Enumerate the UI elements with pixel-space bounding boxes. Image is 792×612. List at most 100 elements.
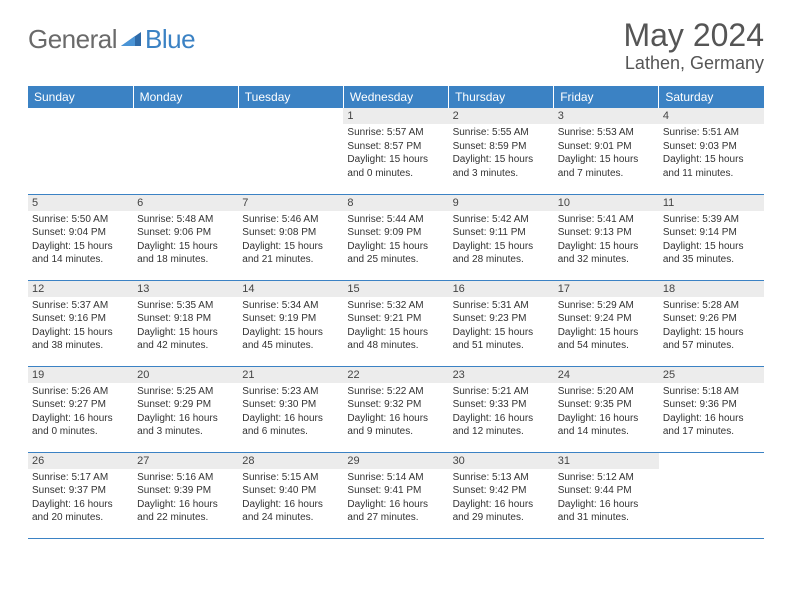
day-info: Sunrise: 5:31 AMSunset: 9:23 PMDaylight:… — [453, 299, 550, 353]
daylight-text: Daylight: 16 hours and 24 minutes. — [242, 498, 339, 525]
day-info: Sunrise: 5:22 AMSunset: 9:32 PMDaylight:… — [347, 385, 444, 439]
calendar-cell: 4Sunrise: 5:51 AMSunset: 9:03 PMDaylight… — [659, 108, 764, 194]
title-block: May 2024 Lathen, Germany — [623, 18, 764, 74]
daylight-text: Daylight: 15 hours and 32 minutes. — [558, 240, 655, 267]
calendar-cell — [133, 108, 238, 194]
sunset-text: Sunset: 9:26 PM — [663, 312, 760, 326]
calendar-cell: 30Sunrise: 5:13 AMSunset: 9:42 PMDayligh… — [449, 452, 554, 538]
day-header: Thursday — [449, 86, 554, 108]
day-number: 12 — [28, 281, 133, 297]
day-header: Wednesday — [343, 86, 448, 108]
sunset-text: Sunset: 9:41 PM — [347, 484, 444, 498]
sunrise-text: Sunrise: 5:39 AM — [663, 213, 760, 227]
daylight-text: Daylight: 16 hours and 14 minutes. — [558, 412, 655, 439]
sunrise-text: Sunrise: 5:53 AM — [558, 126, 655, 140]
daylight-text: Daylight: 16 hours and 6 minutes. — [242, 412, 339, 439]
day-number: 19 — [28, 367, 133, 383]
calendar-cell: 14Sunrise: 5:34 AMSunset: 9:19 PMDayligh… — [238, 280, 343, 366]
day-number: 29 — [343, 453, 448, 469]
calendar-cell — [28, 108, 133, 194]
day-info: Sunrise: 5:57 AMSunset: 8:57 PMDaylight:… — [347, 126, 444, 180]
sunrise-text: Sunrise: 5:20 AM — [558, 385, 655, 399]
month-title: May 2024 — [623, 18, 764, 53]
sunrise-text: Sunrise: 5:18 AM — [663, 385, 760, 399]
daylight-text: Daylight: 16 hours and 0 minutes. — [32, 412, 129, 439]
daylight-text: Daylight: 15 hours and 7 minutes. — [558, 153, 655, 180]
calendar-cell — [238, 108, 343, 194]
day-number: 22 — [343, 367, 448, 383]
calendar-cell: 8 Sunrise: 5:44 AMSunset: 9:09 PMDaylight… — [343, 194, 448, 280]
calendar-cell: 7Sunrise: 5:46 AMSunset: 9:08 PMDaylight… — [238, 194, 343, 280]
calendar-cell: 11Sunrise: 5:39 AMSunset: 9:14 PMDayligh… — [659, 194, 764, 280]
day-info: Sunrise: 5:25 AMSunset: 9:29 PMDaylight:… — [137, 385, 234, 439]
calendar-cell: 1Sunrise: 5:57 AMSunset: 8:57 PMDaylight… — [343, 108, 448, 194]
day-number: 31 — [554, 453, 659, 469]
sunrise-text: Sunrise: 5:29 AM — [558, 299, 655, 313]
sunrise-text: Sunrise: 5:17 AM — [32, 471, 129, 485]
day-header: Sunday — [28, 86, 133, 108]
day-number: 21 — [238, 367, 343, 383]
day-info: Sunrise: 5:23 AMSunset: 9:30 PMDaylight:… — [242, 385, 339, 439]
calendar-cell: 18Sunrise: 5:28 AMSunset: 9:26 PMDayligh… — [659, 280, 764, 366]
sunset-text: Sunset: 9:39 PM — [137, 484, 234, 498]
day-number: 18 — [659, 281, 764, 297]
day-header: Saturday — [659, 86, 764, 108]
day-info: Sunrise: 5:29 AMSunset: 9:24 PMDaylight:… — [558, 299, 655, 353]
logo: General Blue — [28, 24, 195, 55]
sunrise-text: Sunrise: 5:34 AM — [242, 299, 339, 313]
sunrise-text: Sunrise: 5:16 AM — [137, 471, 234, 485]
day-number: 20 — [133, 367, 238, 383]
sunset-text: Sunset: 9:30 PM — [242, 398, 339, 412]
day-info: Sunrise: 5:13 AMSunset: 9:42 PMDaylight:… — [453, 471, 550, 525]
daylight-text: Daylight: 16 hours and 29 minutes. — [453, 498, 550, 525]
day-number — [659, 453, 764, 469]
sunset-text: Sunset: 9:13 PM — [558, 226, 655, 240]
calendar-cell: 10Sunrise: 5:41 AMSunset: 9:13 PMDayligh… — [554, 194, 659, 280]
sunrise-text: Sunrise: 5:57 AM — [347, 126, 444, 140]
day-info: Sunrise: 5:26 AMSunset: 9:27 PMDaylight:… — [32, 385, 129, 439]
calendar-row: 26Sunrise: 5:17 AMSunset: 9:37 PMDayligh… — [28, 452, 764, 538]
sunset-text: Sunset: 9:03 PM — [663, 140, 760, 154]
sunset-text: Sunset: 9:40 PM — [242, 484, 339, 498]
day-info: Sunrise: 5:50 AMSunset: 9:04 PMDaylight:… — [32, 213, 129, 267]
day-info: Sunrise: 5:34 AMSunset: 9:19 PMDaylight:… — [242, 299, 339, 353]
day-info: Sunrise: 5:35 AMSunset: 9:18 PMDaylight:… — [137, 299, 234, 353]
day-info: Sunrise: 5:39 AMSunset: 9:14 PMDaylight:… — [663, 213, 760, 267]
day-info: Sunrise: 5:44 AMSunset: 9:09 PMDaylight:… — [347, 213, 444, 267]
sunrise-text: Sunrise: 5:22 AM — [347, 385, 444, 399]
day-info: Sunrise: 5:18 AMSunset: 9:36 PMDaylight:… — [663, 385, 760, 439]
calendar-cell: 16Sunrise: 5:31 AMSunset: 9:23 PMDayligh… — [449, 280, 554, 366]
day-info: Sunrise: 5:14 AMSunset: 9:41 PMDaylight:… — [347, 471, 444, 525]
day-info: Sunrise: 5:37 AMSunset: 9:16 PMDaylight:… — [32, 299, 129, 353]
daylight-text: Daylight: 15 hours and 25 minutes. — [347, 240, 444, 267]
sunset-text: Sunset: 8:57 PM — [347, 140, 444, 154]
daylight-text: Daylight: 15 hours and 51 minutes. — [453, 326, 550, 353]
calendar-cell: 13 Sunrise: 5:35 AMSunset: 9:18 PMDayligh… — [133, 280, 238, 366]
sunset-text: Sunset: 9:29 PM — [137, 398, 234, 412]
day-number — [238, 108, 343, 124]
calendar-cell: 22 Sunrise: 5:22 AMSunset: 9:32 PMDayligh… — [343, 366, 448, 452]
day-number: 25 — [659, 367, 764, 383]
sunrise-text: Sunrise: 5:15 AM — [242, 471, 339, 485]
calendar-cell: 3Sunrise: 5:53 AMSunset: 9:01 PMDaylight… — [554, 108, 659, 194]
sunrise-text: Sunrise: 5:12 AM — [558, 471, 655, 485]
logo-text-1: General — [28, 24, 117, 55]
sunset-text: Sunset: 9:23 PM — [453, 312, 550, 326]
sunrise-text: Sunrise: 5:44 AM — [347, 213, 444, 227]
day-number: 2 — [449, 108, 554, 124]
sunset-text: Sunset: 8:59 PM — [453, 140, 550, 154]
sunset-text: Sunset: 9:18 PM — [137, 312, 234, 326]
sunrise-text: Sunrise: 5:31 AM — [453, 299, 550, 313]
day-info: Sunrise: 5:32 AMSunset: 9:21 PMDaylight:… — [347, 299, 444, 353]
calendar-cell: 17Sunrise: 5:29 AMSunset: 9:24 PMDayligh… — [554, 280, 659, 366]
day-number: 23 — [449, 367, 554, 383]
calendar-cell: 25 Sunrise: 5:18 AMSunset: 9:36 PMDayligh… — [659, 366, 764, 452]
day-number: 8 — [343, 195, 448, 211]
daylight-text: Daylight: 15 hours and 14 minutes. — [32, 240, 129, 267]
day-header: Friday — [554, 86, 659, 108]
calendar-cell: 9Sunrise: 5:42 AMSunset: 9:11 PMDaylight… — [449, 194, 554, 280]
daylight-text: Daylight: 16 hours and 17 minutes. — [663, 412, 760, 439]
calendar-cell: 15Sunrise: 5:32 AMSunset: 9:21 PMDayligh… — [343, 280, 448, 366]
day-number: 13 — [133, 281, 238, 297]
daylight-text: Daylight: 16 hours and 12 minutes. — [453, 412, 550, 439]
